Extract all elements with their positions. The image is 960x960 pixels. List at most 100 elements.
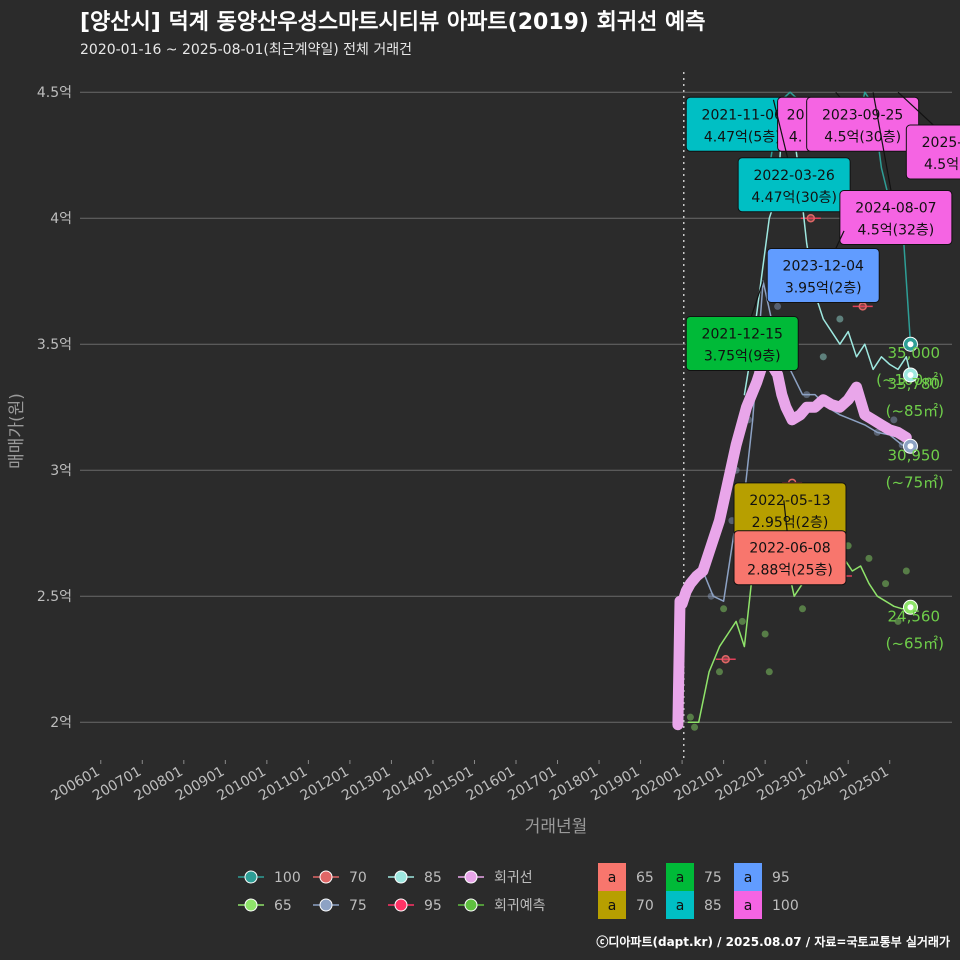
endpoint-value-label: 35,000: [888, 344, 941, 362]
scatter-point: [890, 416, 898, 424]
endpoint-area-label: (~75㎡): [886, 473, 944, 491]
legend-marker: [319, 898, 333, 912]
y-tick-label: 4억: [50, 211, 72, 227]
annotation-date: 2022-03-26: [753, 168, 834, 184]
endpoint-value-label: 24,560: [888, 607, 941, 625]
legend-box-key: [666, 891, 694, 919]
annotation-date: 2023-09-25: [822, 107, 903, 123]
scatter-point: [715, 668, 723, 676]
legend-marker: [394, 870, 408, 884]
legend-label: 100: [274, 870, 301, 886]
annotation-date: 2023-12-04: [783, 258, 864, 274]
legend-label: 75: [349, 898, 367, 914]
endpoint-area-label: (~85㎡): [886, 402, 944, 420]
y-tick-label: 4.5억: [37, 85, 72, 101]
y-tick-label: 2.5억: [37, 589, 72, 605]
legend-label: 85: [424, 870, 442, 886]
legend-box-label: 95: [772, 870, 790, 886]
annotation-box: [733, 530, 847, 586]
annotation-box: [766, 247, 880, 303]
legend-label: 회귀예측: [494, 898, 546, 914]
legend-marker: [394, 898, 408, 912]
legend-label: 95: [424, 898, 442, 914]
y-tick-label: 2억: [50, 715, 72, 731]
legend-marker: [244, 898, 258, 912]
legend-box-label: 65: [636, 870, 654, 886]
scatter-point: [894, 617, 902, 625]
annotation-price: 4.5억(32층): [858, 223, 935, 239]
annotation-date: 2022-05-13: [749, 493, 830, 509]
annotation-date: 2021-12-15: [702, 327, 783, 343]
annotation-date: 2024-08-07: [855, 201, 936, 217]
scatter-point: [865, 554, 873, 562]
annotation-price: 4.47억(30층): [751, 190, 837, 206]
scatter-point: [882, 580, 890, 588]
legend-marker: [319, 870, 333, 884]
endpoint-value-label: 33,780: [888, 375, 941, 393]
legend-marker: [244, 870, 258, 884]
endpoint-marker-dot: [907, 341, 914, 348]
annotation-price: 4.: [789, 129, 802, 145]
y-axis-title: 매매가(원): [7, 393, 27, 469]
annotation-price: 4.47억(5층): [704, 129, 781, 145]
y-tick-label: 3.5억: [37, 337, 72, 353]
endpoint-marker-dot: [907, 604, 914, 611]
endpoint-value-label: 30,950: [888, 446, 941, 464]
scatter-point: [799, 605, 807, 613]
legend-box-key: [598, 891, 626, 919]
scatter-point: [738, 617, 746, 625]
legend-box-letter: a: [744, 870, 753, 886]
chart-subtitle: 2020-01-16 ~ 2025-08-01(최근계약일) 전체 거래건: [80, 42, 412, 58]
scatter-point: [819, 353, 827, 361]
scatter-point: [765, 668, 773, 676]
range-marker-point: [721, 654, 730, 664]
scatter-point: [761, 630, 769, 638]
annotation-box: [685, 316, 799, 372]
scatter-point: [686, 713, 694, 721]
range-marker-point: [806, 213, 816, 223]
annotation-date: 20: [787, 107, 805, 123]
y-tick-label: 3억: [50, 463, 72, 479]
x-axis-title: 거래년월: [525, 817, 588, 837]
legend-box-label: 100: [772, 898, 799, 914]
legend-box-letter: a: [744, 898, 753, 914]
legend-box-key: [734, 891, 762, 919]
annotation-box: [905, 124, 960, 180]
legend-label: 65: [274, 898, 292, 914]
legend-box-letter: a: [676, 898, 685, 914]
chart-title: [양산시] 덕계 동양산우성스마트시티뷰 아파트(2019) 회귀선 예측: [80, 10, 706, 35]
scatter-point: [720, 605, 728, 613]
annotation-price: 3.95억(2층): [785, 280, 862, 296]
legend-box-key: [734, 863, 762, 891]
legend-marker: [464, 870, 478, 884]
annotation-price: 2.95억(2층): [752, 515, 829, 531]
annotation-price: 4.5억(30층): [824, 129, 901, 145]
annotation-date: 2021-11-06: [702, 107, 783, 123]
source-caption: ⓒ디아파트(dapt.kr) / 2025.08.07 / 자료=국토교통부 실…: [596, 935, 950, 949]
annotation-box: [737, 157, 851, 213]
endpoint-marker-dot: [907, 371, 914, 378]
legend-label: 70: [349, 870, 367, 886]
annotation-box: [839, 190, 953, 246]
annotation-price: 3.75억(9층): [704, 349, 781, 365]
endpoint-area-label: (~65㎡): [886, 634, 944, 652]
annotation-date: 2022-06-08: [749, 541, 830, 557]
legend-marker: [464, 898, 478, 912]
legend-box-label: 75: [704, 870, 722, 886]
annotation-price: 4.5억(32층): [924, 157, 960, 173]
scatter-point: [902, 567, 910, 575]
scatter-point: [836, 315, 844, 323]
endpoint-marker-dot: [907, 443, 914, 450]
annotation-date: 2025-03-15: [922, 135, 960, 151]
legend-box-key: [666, 863, 694, 891]
legend-box-letter: a: [608, 898, 617, 914]
legend-box-label: 85: [704, 898, 722, 914]
legend-label: 회귀선: [494, 870, 533, 886]
legend-box-key: [598, 863, 626, 891]
scatter-point: [774, 302, 782, 310]
legend-box-letter: a: [676, 870, 685, 886]
legend-box-label: 70: [636, 898, 654, 914]
annotation-box: [806, 96, 920, 152]
series-line-회귀선: [672, 351, 912, 731]
